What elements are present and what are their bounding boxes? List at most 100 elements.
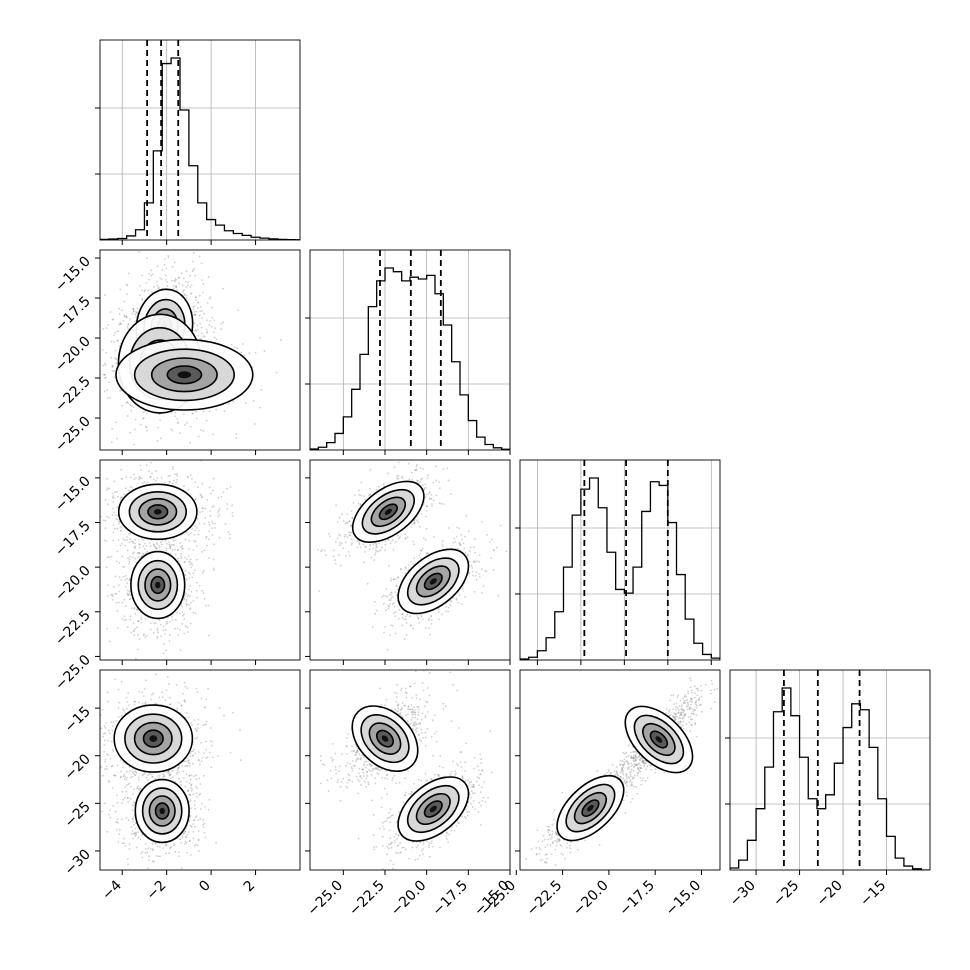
histogram-steps (520, 477, 720, 660)
density-fill (177, 371, 192, 379)
y-tick-label: −15.0 (52, 254, 94, 296)
x-tick-label: −20.0 (570, 878, 612, 920)
histogram-steps (100, 57, 300, 240)
contour-line (624, 705, 694, 774)
density-mode (117, 483, 198, 541)
density-panel-3-2 (519, 669, 721, 871)
contour-line (360, 714, 410, 764)
density-mode (351, 705, 419, 772)
y-tick-label: −15.0 (52, 473, 94, 515)
y-tick-label: −17.5 (52, 294, 94, 336)
contour-line (415, 792, 451, 826)
contour-line (397, 548, 470, 615)
density-mode (556, 774, 625, 842)
histogram-panel-3-3 (729, 669, 931, 871)
x-tick-label: −2 (144, 878, 170, 904)
x-tick-label: −22.5 (346, 878, 388, 920)
contour-line (423, 572, 443, 591)
density-fill (587, 804, 594, 812)
panel-frame (309, 669, 511, 871)
y-tick-label: −20 (62, 751, 94, 783)
density-mode (624, 705, 694, 774)
contour-line (556, 774, 625, 842)
panel-frame (99, 459, 301, 661)
y-tick-label: −25.0 (52, 652, 94, 694)
panel-frame (99, 249, 301, 451)
x-tick-label: −4 (99, 877, 125, 903)
y-tick-label: −17.5 (52, 518, 94, 560)
y-tick-label: −30 (62, 846, 94, 878)
contour-line (649, 730, 669, 749)
x-tick-label: −25 (770, 878, 802, 910)
density-mode (115, 338, 254, 411)
histogram-panel-1-1 (309, 249, 511, 451)
contour-line (147, 504, 169, 520)
histogram-panel-0-0 (99, 39, 301, 241)
contour-line (134, 778, 190, 844)
contour-line (142, 729, 164, 748)
panel-frame (519, 669, 721, 871)
y-tick-label: −25.0 (52, 414, 94, 456)
contour-line (150, 357, 218, 393)
contour-line (124, 713, 183, 764)
density-fill (384, 508, 392, 515)
scatter-points (317, 460, 508, 651)
x-tick-label: 0 (196, 878, 214, 896)
panel-frame (519, 459, 721, 661)
contour-line (633, 714, 685, 765)
panel-frame (309, 459, 511, 661)
contour-line (573, 791, 608, 825)
x-tick-label: −20.0 (388, 878, 430, 920)
x-tick-label: −30 (727, 878, 759, 910)
contour-line (642, 722, 676, 757)
panel-frame (309, 249, 511, 451)
density-fill (429, 578, 437, 585)
contour-line (351, 480, 425, 543)
y-tick-label: −20.0 (52, 334, 94, 376)
contour-line (133, 348, 235, 402)
x-tick-label: −20 (814, 878, 846, 910)
contour-line (376, 729, 394, 748)
contour-line (138, 497, 178, 526)
density-fill (429, 805, 437, 813)
density-panel-3-0 (99, 669, 301, 871)
contour-line (415, 565, 451, 598)
contour-line (150, 575, 166, 595)
contour-line (406, 784, 460, 834)
density-fill (153, 509, 162, 515)
contour-line (148, 795, 176, 827)
scatter-points (525, 677, 719, 867)
density-panel-2-1 (309, 459, 511, 661)
x-tick-label: −22.5 (524, 878, 566, 920)
y-tick-label: −22.5 (52, 374, 94, 416)
density-mode (397, 548, 470, 615)
density-fill (159, 807, 165, 815)
density-fill (149, 735, 158, 742)
density-mode (130, 550, 186, 620)
contour-line (141, 787, 183, 835)
panel-frame (99, 39, 301, 241)
y-tick-label: −25 (62, 799, 94, 831)
contour-line (117, 483, 198, 541)
panel-frame (99, 669, 301, 871)
x-tick-label: −17.5 (430, 878, 472, 920)
density-fill (381, 735, 389, 742)
contour-line (565, 783, 616, 833)
x-tick-label: −15.0 (663, 878, 705, 920)
contour-line (361, 488, 415, 535)
x-tick-label: −17.5 (616, 878, 658, 920)
contour-line (406, 557, 460, 606)
y-tick-label: −15 (62, 704, 94, 736)
panel-frame (729, 669, 931, 871)
histogram-panel-2-2 (519, 459, 721, 661)
density-mode (134, 778, 190, 844)
histogram-steps (730, 687, 930, 870)
density-mode (351, 480, 425, 543)
contour-line (115, 338, 254, 411)
contour-line (144, 568, 172, 602)
contour-line (378, 503, 398, 521)
density-panel-2-0 (99, 459, 301, 661)
density-panel-1-0 (99, 249, 301, 451)
contour-line (137, 559, 179, 611)
